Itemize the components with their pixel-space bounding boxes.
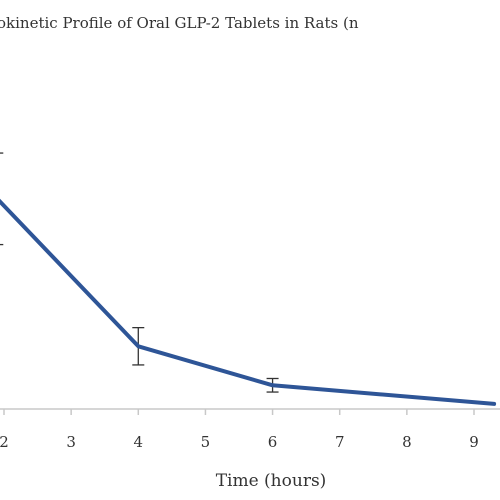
- data-point: [137, 345, 139, 347]
- chart-title: okinetic Profile of Oral GLP-2 Tablets i…: [0, 14, 359, 32]
- x-tick-label: 3: [66, 433, 76, 451]
- x-tick-label: 4: [134, 433, 144, 451]
- x-tick-label: 5: [201, 433, 211, 451]
- x-tick-label: 7: [335, 433, 345, 451]
- x-tick-label: 8: [402, 433, 412, 451]
- series-layer: [0, 152, 497, 406]
- data-point: [493, 403, 495, 405]
- x-tick-label: 6: [268, 433, 278, 451]
- x-tick-label: 2: [0, 433, 9, 451]
- x-tick-label: 9: [469, 433, 479, 451]
- data-point: [272, 384, 274, 386]
- x-axis: [0, 408, 500, 415]
- x-tick-labels: 2 3 4 5 6 7 8 9: [0, 433, 479, 451]
- x-axis-title: Time (hours): [216, 471, 327, 491]
- series-line: [0, 198, 497, 406]
